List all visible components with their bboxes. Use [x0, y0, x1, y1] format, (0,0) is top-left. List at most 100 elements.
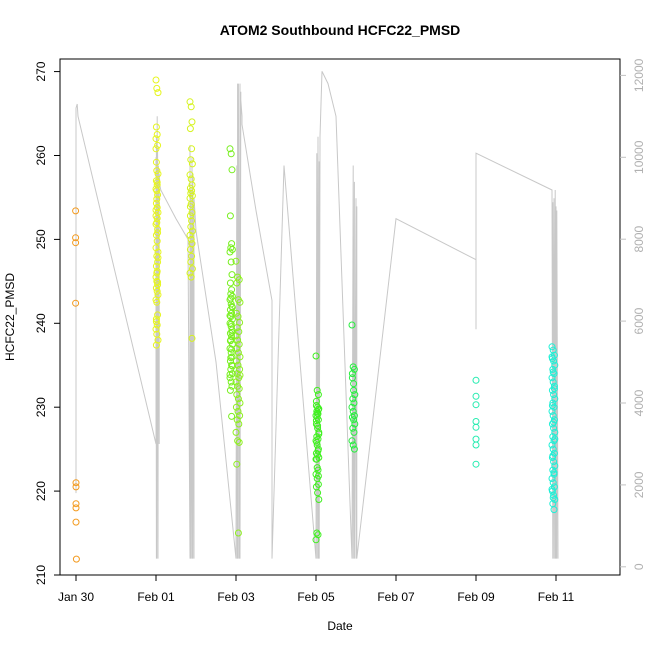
data-point — [226, 145, 234, 153]
y-tick-label: 210 — [34, 565, 48, 585]
data-point — [550, 357, 558, 365]
y-axis-label: HCFC22_PMSD — [3, 273, 17, 361]
data-point — [153, 178, 161, 186]
data-point — [548, 402, 556, 409]
y-tick-label: 250 — [34, 229, 48, 249]
data-point — [72, 504, 80, 512]
data-point — [188, 145, 196, 153]
data-point — [549, 378, 557, 386]
data-point — [472, 460, 480, 468]
data-point — [186, 125, 194, 133]
y-tick-label: 240 — [34, 313, 48, 333]
data-point — [226, 337, 234, 345]
data-point — [187, 103, 195, 111]
data-point — [153, 131, 161, 138]
data-point — [549, 445, 557, 453]
data-point — [312, 536, 320, 544]
data-point — [234, 529, 242, 537]
data-point — [551, 361, 559, 369]
data-point — [226, 279, 234, 287]
data-point — [234, 349, 242, 357]
data-point — [152, 158, 160, 166]
data-point — [186, 246, 194, 253]
y-tick-label: 220 — [34, 481, 48, 501]
data-point — [548, 420, 556, 428]
data-point — [186, 212, 194, 220]
data-point — [227, 349, 235, 357]
y2-tick-label: 2000 — [632, 471, 646, 498]
data-point — [351, 420, 359, 428]
data-point — [154, 89, 162, 97]
data-point — [226, 212, 234, 220]
data-point — [228, 412, 236, 420]
data-point — [186, 269, 194, 277]
data-point — [315, 430, 323, 438]
data-point — [228, 271, 236, 279]
data-point — [236, 371, 244, 379]
data-point — [548, 475, 556, 482]
data-point — [232, 403, 240, 411]
data-point — [152, 76, 160, 84]
data-point — [186, 231, 194, 239]
data-point — [312, 397, 320, 405]
x-tick-label: Feb 03 — [217, 590, 255, 604]
data-point — [187, 258, 195, 266]
data-point — [314, 447, 322, 455]
data-point — [312, 455, 320, 463]
data-point — [350, 386, 358, 394]
x-tick-label: Feb 05 — [297, 590, 335, 604]
data-point — [349, 395, 357, 403]
data-point — [227, 258, 235, 266]
data-point — [234, 437, 242, 445]
data-point — [152, 220, 160, 228]
data-point — [228, 382, 236, 390]
data-point — [153, 167, 161, 175]
data-point — [226, 312, 234, 320]
data-point — [313, 438, 321, 446]
data-point — [188, 118, 196, 126]
data-point — [228, 361, 236, 369]
x-tick-label: Jan 30 — [58, 590, 94, 604]
data-point — [154, 191, 162, 199]
data-point — [154, 254, 162, 262]
data-point — [233, 416, 241, 424]
data-point — [549, 452, 557, 460]
data-point — [154, 229, 162, 237]
data-point — [348, 370, 356, 378]
data-point — [314, 406, 322, 414]
data-point — [227, 150, 235, 158]
data-point — [549, 494, 557, 502]
data-point — [472, 401, 480, 409]
data-point — [350, 416, 358, 424]
data-point — [152, 199, 160, 207]
data-point — [472, 376, 480, 384]
x-tick-label: Feb 09 — [457, 590, 495, 604]
x-axis-label: Date — [327, 619, 353, 633]
data-point — [186, 98, 194, 106]
data-point — [152, 145, 160, 153]
data-point — [348, 437, 356, 445]
data-point — [152, 135, 160, 143]
data-point — [550, 403, 558, 411]
data-point — [153, 84, 161, 92]
data-point — [313, 464, 321, 472]
data-point — [72, 483, 80, 491]
data-point — [313, 386, 321, 394]
data-point — [227, 320, 235, 328]
data-point — [232, 309, 240, 317]
data-point — [232, 378, 240, 386]
data-point — [152, 262, 160, 270]
data-point — [549, 399, 557, 407]
y-tick-label: 260 — [34, 145, 48, 165]
data-point — [235, 420, 243, 428]
data-point — [154, 278, 162, 286]
data-point — [472, 423, 480, 431]
data-point — [153, 287, 161, 295]
data-point — [472, 441, 480, 449]
data-point — [226, 386, 234, 394]
y2-tick-label: 8000 — [632, 226, 646, 253]
data-point — [154, 281, 162, 289]
data-point — [226, 248, 234, 256]
data-point — [348, 321, 356, 329]
